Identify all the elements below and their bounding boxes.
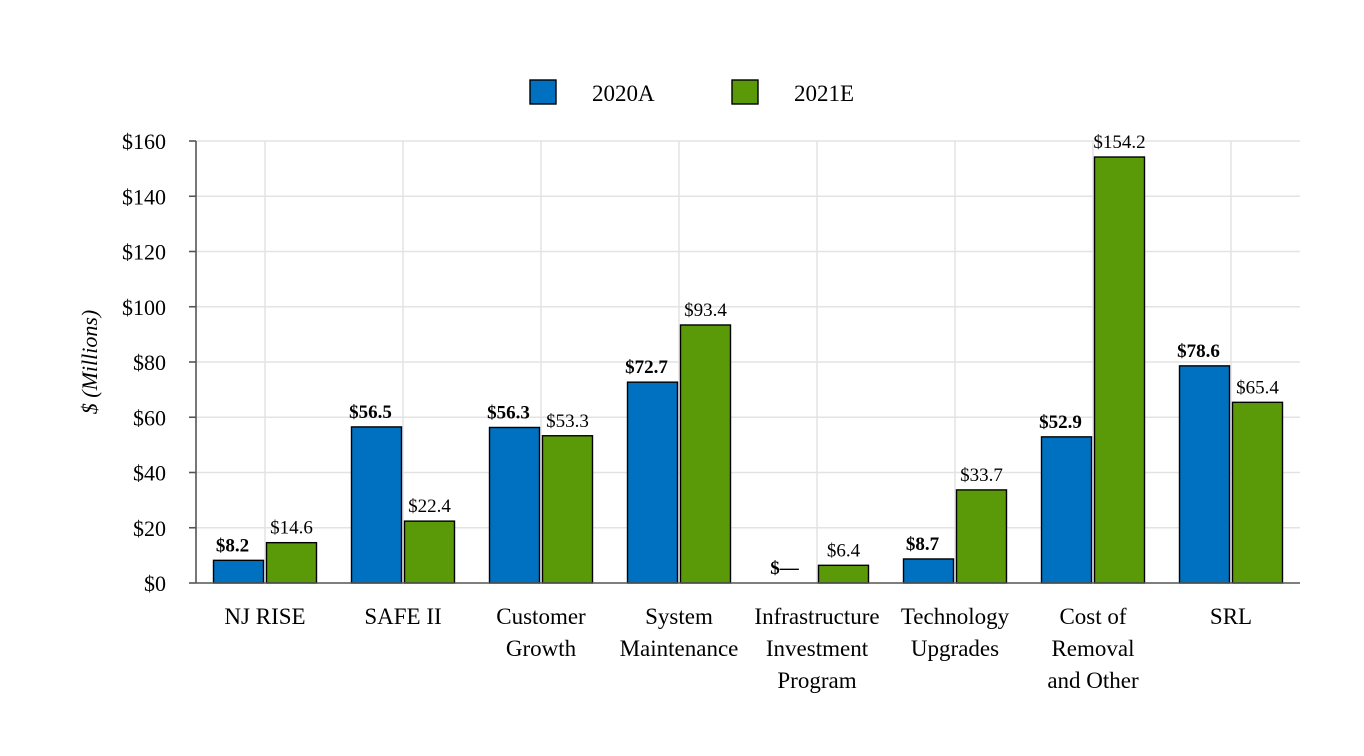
bar-2021e <box>1231 401 1284 584</box>
legend-label-2021e: 2021E <box>794 81 854 106</box>
bar-2021e <box>679 324 732 584</box>
data-label-2021e: $53.3 <box>546 411 589 432</box>
x-tick-label: Technology Upgrades <box>901 604 1010 661</box>
x-tick-label: Customer Growth <box>496 604 586 661</box>
labels-layer: $8.2 $14.6 NJ RISE $56.5 $22.4 SAFE II $56.3 $5… <box>216 132 1280 693</box>
legend-label-2020a: 2020A <box>592 81 655 106</box>
data-label-2020a: $72.7 <box>625 357 668 378</box>
y-tick-label: $140 <box>122 184 166 209</box>
grid-layer <box>196 140 1300 583</box>
bar-2021e <box>265 541 318 584</box>
y-tick-label: $0 <box>144 571 166 596</box>
bar-2021e <box>1093 156 1146 584</box>
data-label-2020a: $8.2 <box>216 535 249 556</box>
bar-2020a <box>1040 436 1093 584</box>
data-label-2020a: $78.6 <box>1177 341 1220 362</box>
data-label-2020a: $56.3 <box>487 402 530 423</box>
data-label-2021e: $154.2 <box>1093 132 1145 153</box>
y-tick-label: $20 <box>133 516 166 541</box>
legend: 2020A 2021E <box>529 79 854 106</box>
y-tick-label: $40 <box>133 461 166 486</box>
bar-2020a <box>488 426 541 584</box>
bar-2020a <box>1178 365 1231 584</box>
x-tick-label: NJ RISE <box>224 604 305 629</box>
bar-2021e <box>955 489 1008 584</box>
y-axis-label: $ (Millions) <box>77 310 102 415</box>
bar-2021e <box>541 435 594 584</box>
x-tick-label: Cost of Removal and Other <box>1047 604 1139 693</box>
axis-layer: $0 $20 $40 $60 $80 $100 $120 $140 $160 <box>122 129 1300 596</box>
x-tick-label: Infrastructure Investment Program <box>754 604 879 693</box>
data-label-2021e: $33.7 <box>960 465 1003 486</box>
data-label-2020a: $52.9 <box>1039 412 1082 433</box>
y-tick-label: $160 <box>122 129 166 154</box>
data-label-2020a: $— <box>770 558 800 579</box>
bar-2020a <box>626 381 679 584</box>
data-label-2021e: $22.4 <box>408 496 451 517</box>
x-tick-label: SAFE II <box>364 604 441 629</box>
bar-2021e <box>817 564 870 584</box>
bar-2020a <box>212 559 265 584</box>
data-label-2020a: $8.7 <box>906 534 940 555</box>
x-tick-label: System Maintenance <box>620 604 739 661</box>
y-tick-label: $60 <box>133 405 166 430</box>
legend-swatch-2020a <box>529 79 557 105</box>
data-label-2020a: $56.5 <box>349 402 392 423</box>
bars-layer <box>212 156 1284 584</box>
legend-swatch-2021e <box>731 79 759 105</box>
bar-2020a <box>902 558 955 584</box>
data-label-2021e: $6.4 <box>827 540 861 561</box>
y-tick-label: $100 <box>122 295 166 320</box>
y-tick-label: $120 <box>122 240 166 265</box>
x-tick-label: SRL <box>1210 604 1252 629</box>
y-tick-label: $80 <box>133 350 166 375</box>
bar-2020a <box>350 426 403 584</box>
data-label-2021e: $65.4 <box>1236 377 1279 398</box>
data-label-2021e: $14.6 <box>270 518 313 539</box>
data-label-2021e: $93.4 <box>684 300 727 321</box>
bar-2021e <box>403 520 456 584</box>
